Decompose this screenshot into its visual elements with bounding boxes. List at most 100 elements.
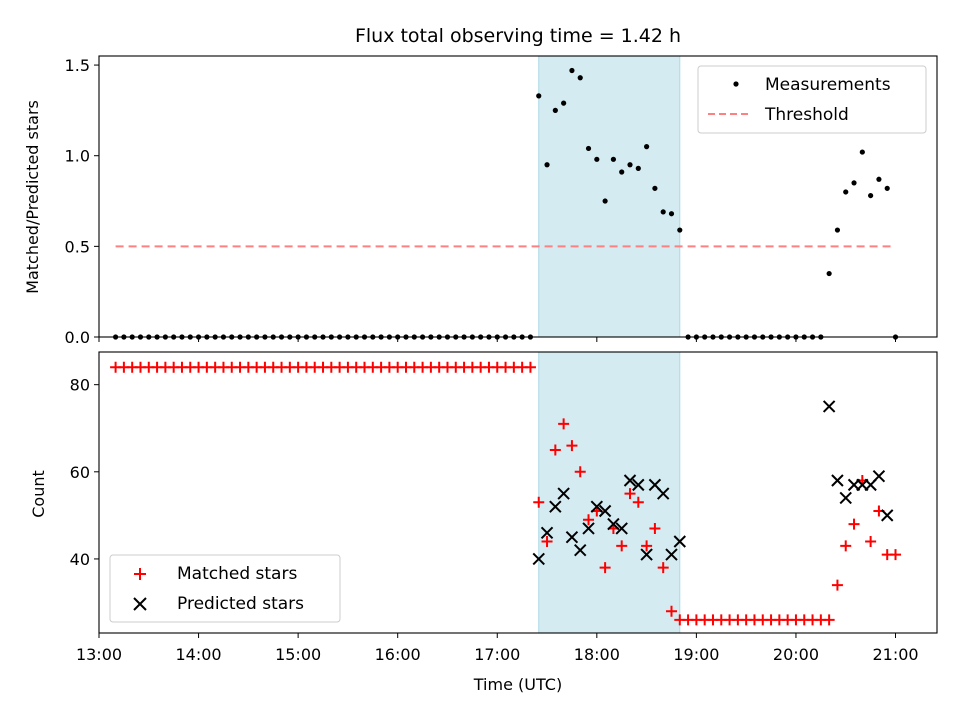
x-tick-label: 20:00 bbox=[773, 645, 819, 664]
measurement-point bbox=[552, 107, 558, 113]
matched-star-point bbox=[524, 361, 536, 373]
predicted-star-point bbox=[574, 544, 587, 557]
x-tick-label: 14:00 bbox=[176, 645, 222, 664]
measurements-series bbox=[112, 67, 899, 340]
measurement-point bbox=[644, 144, 650, 150]
measurement-point bbox=[610, 156, 617, 162]
top-axes-frame bbox=[98, 55, 938, 338]
predicted-star-point bbox=[590, 500, 604, 513]
measurement-point bbox=[602, 198, 608, 204]
x-tick-label: 17:00 bbox=[474, 645, 520, 664]
measurement-point bbox=[668, 211, 675, 217]
x-tick-label: 15:00 bbox=[275, 645, 321, 664]
bottom-highlight-band bbox=[538, 351, 681, 634]
predicted-star-point bbox=[673, 535, 686, 548]
matched-star-point bbox=[583, 514, 595, 526]
bottom-y-axis-label: Count bbox=[29, 470, 48, 518]
top-x-ticks bbox=[98, 337, 897, 342]
matched-star-point bbox=[549, 444, 561, 456]
x-tick-label: 19:00 bbox=[673, 645, 719, 664]
x-tick-label: 21:00 bbox=[872, 645, 918, 664]
matched-star-point bbox=[641, 540, 653, 552]
matched-star-point bbox=[831, 579, 843, 591]
legend-measurements-label: Measurements bbox=[765, 75, 891, 95]
predicted-star-point bbox=[640, 548, 653, 561]
predicted-star-point bbox=[872, 469, 886, 483]
top-y-tick-label: 1.0 bbox=[65, 147, 90, 166]
measurement-point bbox=[544, 162, 550, 168]
predicted-star-point bbox=[549, 500, 562, 513]
bottom-panel: 40 60 80 13:00 14:00 15:00 16:00 17:00 18:00 19:… bbox=[29, 351, 938, 694]
measurement-point bbox=[677, 227, 683, 233]
matched-star-point bbox=[533, 496, 545, 508]
measurement-point bbox=[536, 93, 542, 99]
bottom-y-tick-label: 60 bbox=[70, 463, 90, 482]
top-y-axis-label: Matched/Predicted stars bbox=[23, 100, 42, 294]
matched-star-point bbox=[840, 540, 852, 552]
matched-star-point bbox=[823, 614, 835, 626]
measurement-point bbox=[594, 156, 600, 162]
matched-star-point bbox=[558, 418, 570, 430]
top-highlight-band bbox=[538, 55, 681, 338]
x-tick-label: 16:00 bbox=[375, 645, 421, 664]
bottom-legend: Matched stars Predicted stars bbox=[109, 554, 341, 623]
predicted-star-point bbox=[582, 522, 595, 535]
x-tick-label: 13:00 bbox=[76, 645, 122, 664]
top-y-tick-label: 0.5 bbox=[65, 237, 90, 256]
bottom-axes-frame bbox=[98, 351, 938, 634]
matched-star-point bbox=[848, 518, 860, 530]
measurement-point bbox=[585, 145, 592, 152]
predicted-star-point bbox=[540, 526, 554, 540]
predicted-star-point bbox=[881, 509, 894, 522]
matched-star-point bbox=[616, 540, 628, 552]
matched-star-point bbox=[665, 605, 677, 617]
predicted-star-point bbox=[822, 400, 836, 413]
measurement-point bbox=[660, 209, 666, 215]
measurement-point bbox=[851, 180, 857, 186]
predicted-star-point bbox=[839, 491, 852, 505]
predicted-stars-series bbox=[532, 400, 894, 566]
matched-star-point bbox=[657, 562, 669, 574]
matched-stars-series bbox=[110, 361, 902, 626]
predicted-star-point bbox=[831, 474, 844, 487]
bottom-y-ticks: 40 60 80 bbox=[70, 376, 99, 569]
measurement-point bbox=[843, 189, 849, 195]
top-y-ticks: 0.0 0.5 1.0 1.5 bbox=[65, 56, 99, 347]
predicted-star-point bbox=[665, 548, 678, 561]
predicted-star-point bbox=[656, 487, 670, 500]
legend-threshold-label: Threshold bbox=[764, 105, 849, 125]
matched-star-point bbox=[566, 440, 578, 452]
measurement-point bbox=[876, 176, 882, 182]
measurement-point bbox=[834, 227, 841, 233]
matched-star-point bbox=[599, 562, 611, 574]
bottom-y-tick-label: 80 bbox=[70, 376, 90, 395]
measurement-point bbox=[884, 185, 890, 191]
chart-title: Flux total observing time = 1.42 h bbox=[355, 25, 681, 47]
bottom-y-tick-label: 40 bbox=[70, 550, 90, 569]
matched-star-point bbox=[649, 522, 661, 534]
measurement-point bbox=[859, 149, 865, 155]
measurement-point bbox=[635, 165, 641, 171]
predicted-star-point bbox=[557, 487, 570, 500]
predicted-star-point bbox=[615, 522, 628, 535]
legend-matched-label: Matched stars bbox=[177, 564, 297, 584]
measurement-point bbox=[826, 270, 832, 277]
top-panel: 0.0 0.5 1.0 1.5 Matched/Predicted stars Mea… bbox=[23, 55, 938, 347]
measurement-point bbox=[652, 185, 658, 191]
predicted-star-point bbox=[565, 530, 579, 544]
legend-matched-marker bbox=[134, 568, 146, 580]
x-tick-label: 18:00 bbox=[574, 645, 620, 664]
measurement-point bbox=[868, 192, 874, 199]
measurement-point bbox=[627, 162, 633, 168]
predicted-star-point bbox=[532, 552, 545, 566]
predicted-star-point bbox=[598, 504, 612, 518]
measurement-point bbox=[577, 75, 583, 81]
matched-star-point bbox=[865, 536, 877, 548]
bottom-legend-box bbox=[109, 554, 341, 623]
predicted-star-point bbox=[632, 478, 645, 492]
matched-star-point bbox=[890, 549, 902, 561]
matched-star-point bbox=[624, 488, 636, 500]
measurement-point bbox=[561, 100, 567, 106]
legend-measurements-marker bbox=[733, 81, 739, 87]
